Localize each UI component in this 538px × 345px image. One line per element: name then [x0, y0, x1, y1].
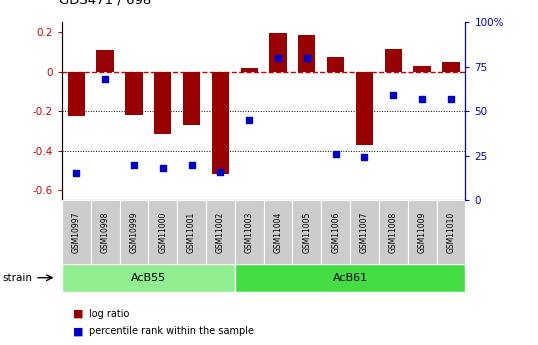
Bar: [235, 200, 264, 264]
Bar: [62, 264, 235, 292]
Bar: [436, 200, 465, 264]
Bar: [385, 49, 402, 72]
Bar: [119, 200, 148, 264]
Text: GSM11001: GSM11001: [187, 211, 196, 253]
Point: [302, 55, 311, 61]
Bar: [62, 200, 91, 264]
Text: GDS471 / 698: GDS471 / 698: [59, 0, 151, 7]
Text: GSM11005: GSM11005: [302, 211, 312, 253]
Point: [331, 151, 340, 157]
Point: [72, 171, 81, 176]
Bar: [125, 72, 143, 115]
Bar: [270, 33, 287, 72]
Text: GSM11007: GSM11007: [360, 211, 369, 253]
Bar: [321, 200, 350, 264]
Text: ■: ■: [73, 309, 83, 319]
Bar: [327, 57, 344, 72]
Bar: [206, 200, 235, 264]
Point: [101, 77, 109, 82]
Point: [389, 92, 398, 98]
Point: [418, 96, 427, 101]
Text: GSM11003: GSM11003: [245, 211, 254, 253]
Bar: [264, 200, 293, 264]
Bar: [183, 72, 200, 125]
Bar: [154, 72, 172, 134]
Point: [216, 169, 225, 175]
Text: GSM11008: GSM11008: [389, 211, 398, 253]
Point: [245, 117, 253, 123]
Bar: [148, 200, 177, 264]
Bar: [408, 200, 436, 264]
Bar: [177, 200, 206, 264]
Text: GSM11010: GSM11010: [447, 211, 456, 253]
Point: [130, 162, 138, 167]
Bar: [96, 50, 114, 72]
Text: AcB55: AcB55: [131, 273, 166, 283]
Bar: [356, 72, 373, 145]
Bar: [442, 62, 459, 72]
Text: GSM10998: GSM10998: [101, 211, 110, 253]
Text: GSM11004: GSM11004: [273, 211, 282, 253]
Text: GSM10997: GSM10997: [72, 211, 81, 253]
Text: GSM11006: GSM11006: [331, 211, 340, 253]
Bar: [350, 200, 379, 264]
Bar: [68, 72, 85, 116]
Bar: [414, 66, 431, 72]
Bar: [298, 35, 315, 72]
Text: AcB61: AcB61: [332, 273, 367, 283]
Text: strain: strain: [3, 273, 33, 283]
Bar: [235, 264, 465, 292]
Text: ■: ■: [73, 326, 83, 336]
Point: [158, 165, 167, 171]
Text: GSM10999: GSM10999: [130, 211, 138, 253]
Bar: [91, 200, 119, 264]
Text: GSM11009: GSM11009: [417, 211, 427, 253]
Bar: [379, 200, 408, 264]
Text: GSM11002: GSM11002: [216, 211, 225, 253]
Point: [274, 55, 282, 61]
Point: [360, 155, 369, 160]
Text: log ratio: log ratio: [89, 309, 129, 319]
Bar: [293, 200, 321, 264]
Bar: [212, 72, 229, 175]
Bar: [240, 68, 258, 72]
Text: GSM11000: GSM11000: [158, 211, 167, 253]
Point: [187, 162, 196, 167]
Text: percentile rank within the sample: percentile rank within the sample: [89, 326, 254, 336]
Point: [447, 96, 455, 101]
